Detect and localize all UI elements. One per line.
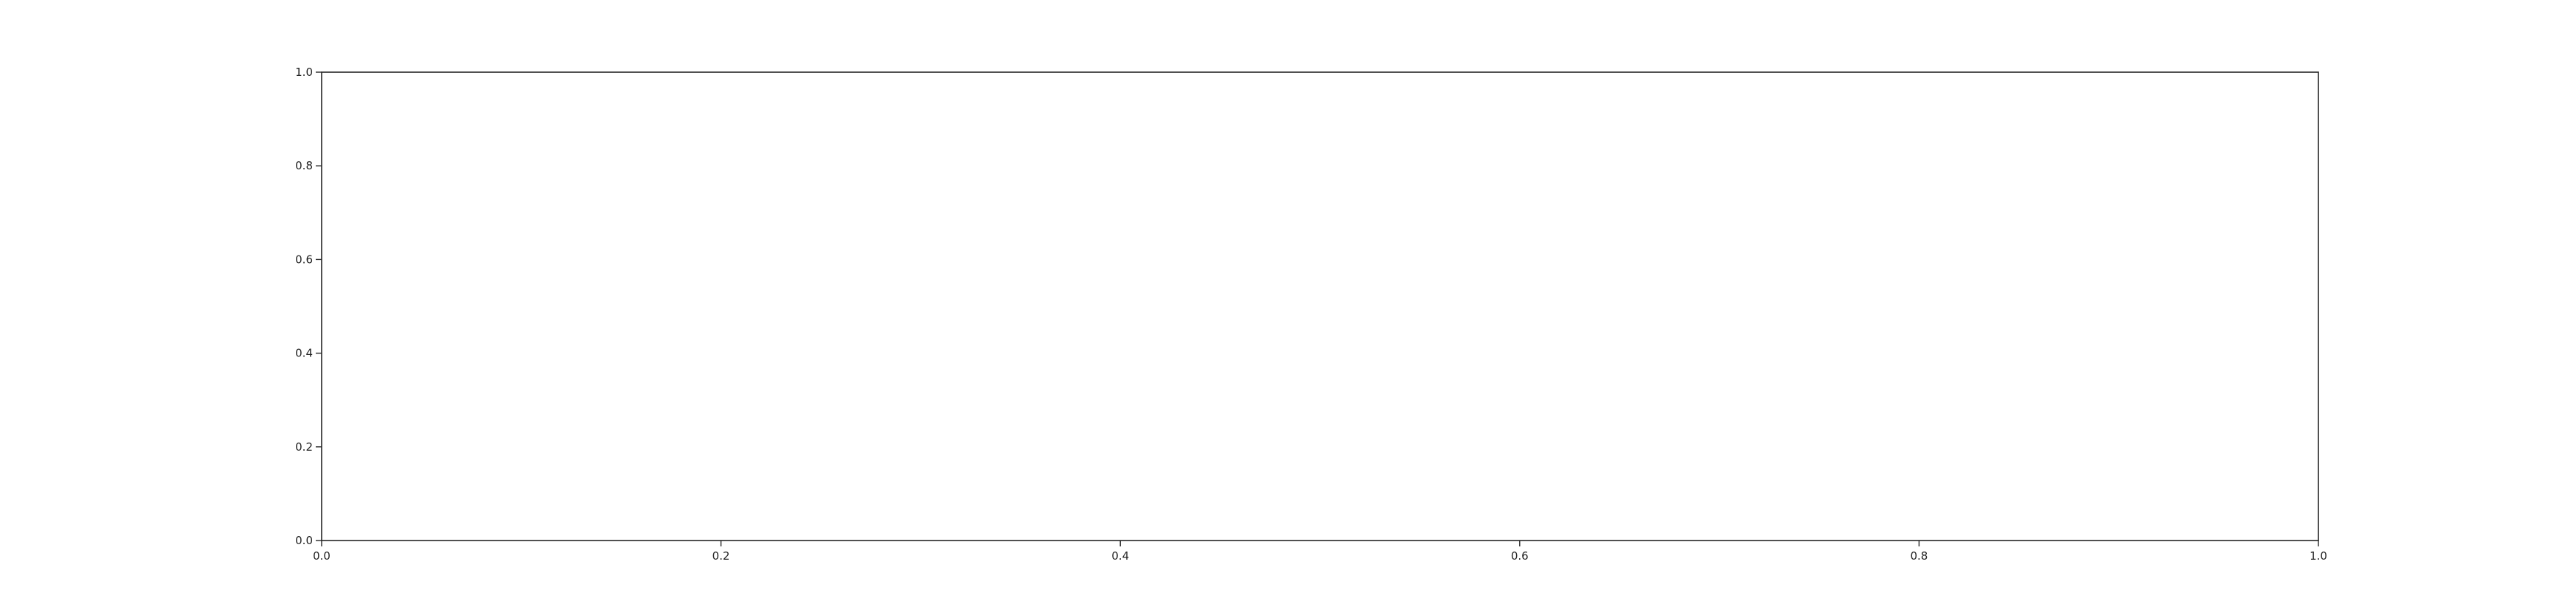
axes-frame [321,71,2319,541]
plot-area [321,71,2319,541]
y-axis: 0.0 0.2 0.4 0.6 0.8 1.0 [295,66,322,547]
x-tick-label: 0.4 [1111,549,1129,563]
y-tick-label: 0.4 [295,347,313,360]
y-tick-label: 0.2 [295,440,313,454]
x-tick-label: 0.6 [1511,549,1529,563]
y-tick-label: 0.6 [295,253,313,266]
y-tick-label: 0.0 [295,534,313,547]
x-tick-label: 0.2 [712,549,730,563]
x-tick-label: 0.0 [313,549,330,563]
x-tick-label: 1.0 [2310,549,2327,563]
y-tick-label: 0.8 [295,159,313,172]
x-tick-label: 0.8 [1910,549,1928,563]
y-tick-label: 1.0 [295,66,313,79]
x-axis: 0.0 0.2 0.4 0.6 0.8 1.0 [313,541,2327,563]
